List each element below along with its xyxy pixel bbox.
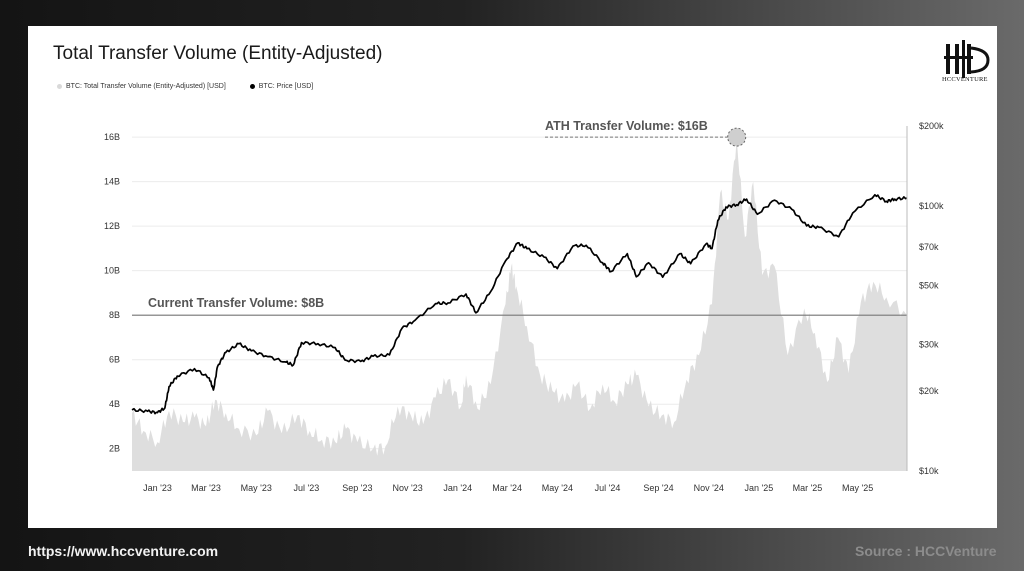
x-tick-label: Jul '23	[294, 483, 320, 493]
y-right-tick-label: $10k	[919, 466, 939, 476]
footer-source: Source : HCCVenture	[855, 543, 997, 559]
x-tick-label: May '23	[241, 483, 272, 493]
y-left-tick-label: 16B	[104, 132, 120, 142]
legend-swatch-volume	[57, 84, 62, 89]
y-right-tick-label: $200k	[919, 121, 944, 131]
x-tick-label: Sep '24	[643, 483, 673, 493]
annotations: ATH Transfer Volume: $16B Current Transfe…	[148, 119, 747, 310]
volume-area-layer	[132, 137, 907, 471]
y-left-tick-label: 12B	[104, 221, 120, 231]
x-tick-label: Jan '24	[443, 483, 472, 493]
y-left-tick-label: 14B	[104, 177, 120, 187]
x-tick-label: Nov '23	[392, 483, 422, 493]
x-tick-label: Jan '23	[143, 483, 172, 493]
x-tick-label: Jul '24	[595, 483, 621, 493]
x-tick-label: Mar '24	[492, 483, 522, 493]
ath-marker	[727, 127, 747, 147]
x-tick-label: May '24	[542, 483, 573, 493]
x-tick-label: Mar '25	[793, 483, 823, 493]
logo-wordmark: HCCVENTURE	[942, 76, 988, 83]
x-tick-label: Mar '23	[191, 483, 221, 493]
y-right-tick-label: $70k	[919, 242, 939, 252]
axes: 2B 4B 6B 8B 10B 12B 14B 16B $10k $20k $30k $50k $70k…	[104, 121, 944, 493]
price-line	[131, 193, 908, 415]
y-left-tick-label: 4B	[109, 399, 120, 409]
footer-website-link[interactable]: https://www.hccventure.com	[28, 543, 219, 559]
chart-card: Total Transfer Volume (Entity-Adjusted) …	[28, 26, 997, 528]
hccventure-logo	[944, 40, 990, 78]
volume-area	[132, 137, 907, 471]
y-left-tick-label: 2B	[109, 444, 120, 454]
y-right-tick-label: $100k	[919, 201, 944, 211]
current-volume-annotation-label: Current Transfer Volume: $8B	[148, 296, 324, 310]
x-tick-label: Jan '25	[745, 483, 774, 493]
y-left-tick-label: 6B	[109, 355, 120, 365]
x-tick-label: Sep '23	[342, 483, 372, 493]
legend-swatch-price	[249, 84, 255, 89]
y-right-tick-label: $20k	[919, 386, 939, 396]
legend-item-price: BTC: Price [USD]	[249, 83, 314, 90]
legend-label-volume: BTC: Total Transfer Volume (Entity-Adjus…	[66, 83, 226, 90]
x-tick-label: Nov '24	[694, 483, 724, 493]
chart-title: Total Transfer Volume (Entity-Adjusted)	[53, 43, 383, 64]
chart-legend: BTC: Total Transfer Volume (Entity-Adjus…	[57, 83, 313, 90]
y-left-tick-label: 8B	[109, 310, 120, 320]
y-left-tick-label: 10B	[104, 266, 120, 276]
legend-item-volume: BTC: Total Transfer Volume (Entity-Adjus…	[57, 83, 226, 90]
x-tick-label: May '25	[842, 483, 873, 493]
chart-svg: 2B 4B 6B 8B 10B 12B 14B 16B $10k $20k $30k $50k $70k…	[104, 119, 944, 493]
y-right-tick-label: $50k	[919, 281, 939, 291]
ath-annotation-label: ATH Transfer Volume: $16B	[545, 119, 708, 133]
y-right-tick-label: $30k	[919, 339, 939, 349]
price-line-layer	[131, 193, 908, 415]
legend-label-price: BTC: Price [USD]	[258, 83, 314, 90]
